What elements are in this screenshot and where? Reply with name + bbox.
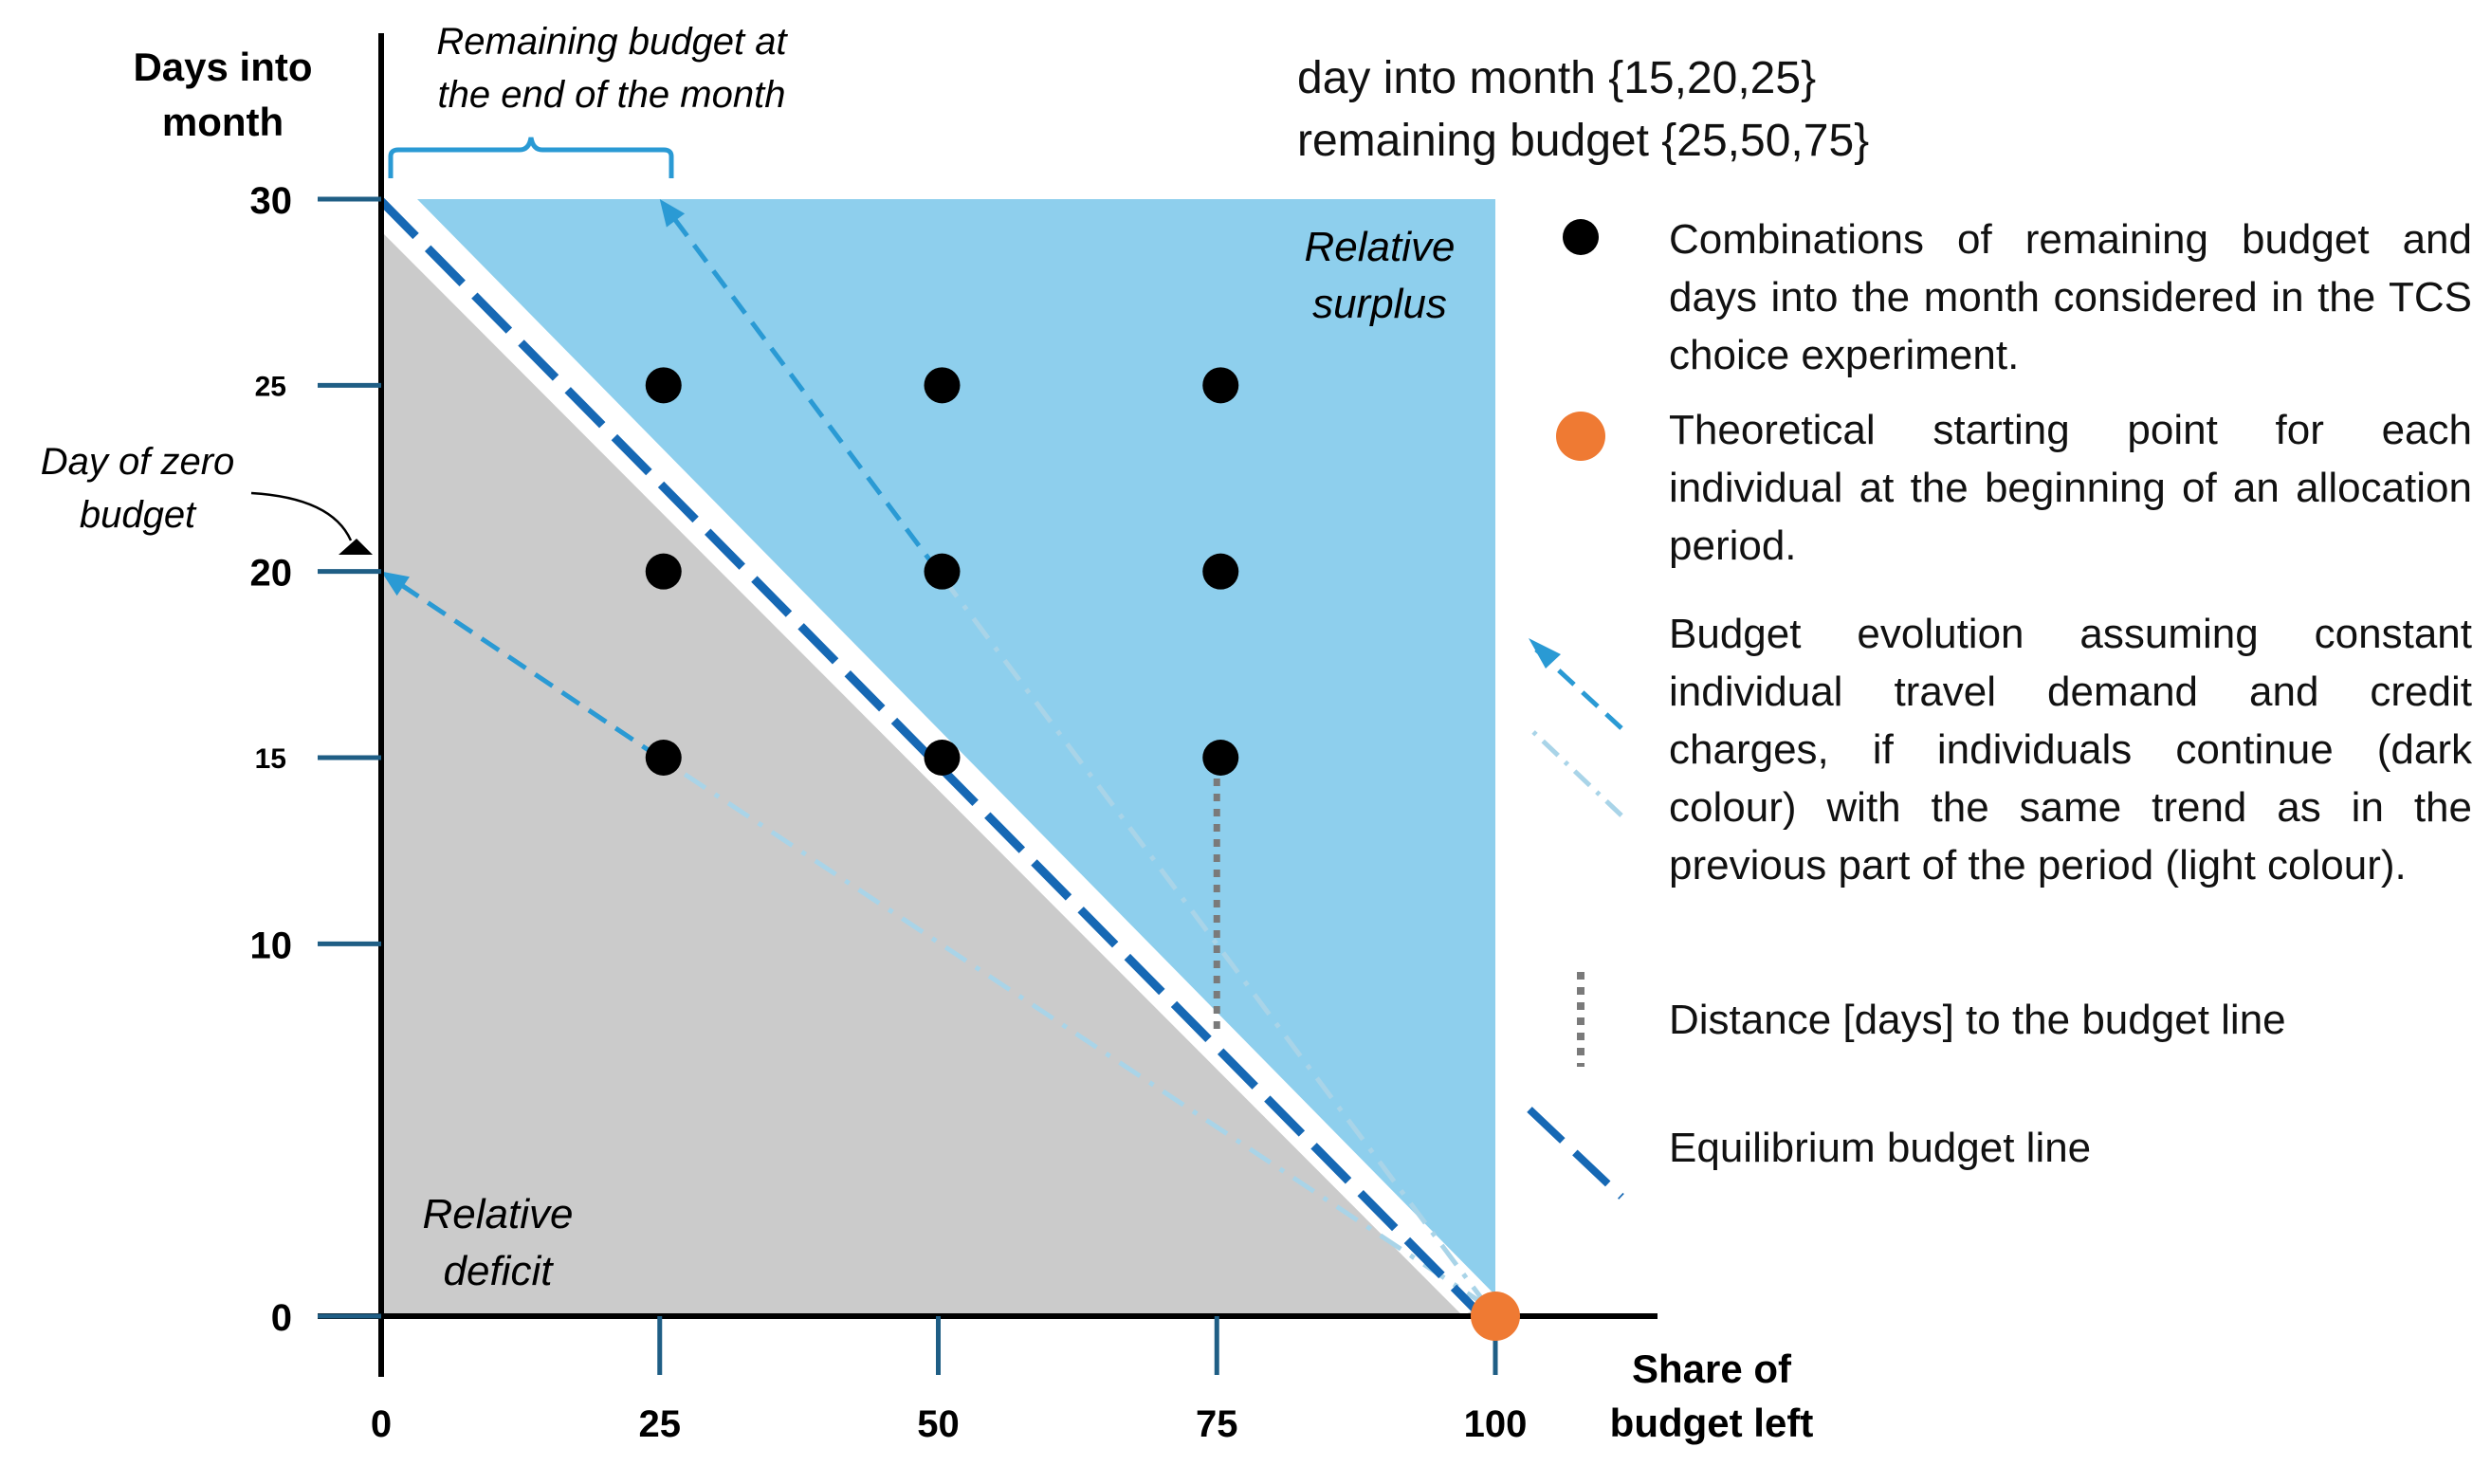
y-tick-label: 25 — [255, 371, 286, 402]
x-tick-label: 0 — [371, 1403, 392, 1445]
combination-point — [645, 740, 682, 776]
surplus-label-line1: Relative — [1305, 224, 1456, 270]
remaining-budget-label-line2: the end of the month — [438, 74, 786, 116]
legend-combination-symbol — [1563, 219, 1599, 255]
y-tick-label: 0 — [271, 1297, 292, 1339]
starting-point — [1471, 1292, 1520, 1341]
zero-day-pointer-arrowhead — [339, 539, 373, 555]
y-tick-label: 20 — [250, 553, 293, 595]
legend-equilibrium-text: Equilibrium budget line — [1669, 1125, 2092, 1171]
combination-points — [645, 367, 1239, 776]
legend-equilibrium-symbol — [1527, 1107, 1624, 1200]
legend-starting-point-symbol — [1556, 412, 1605, 461]
zero-day-label-line1: Day of zero — [41, 441, 235, 483]
combination-point — [645, 367, 682, 404]
y-axis-title-line1: Days into — [133, 45, 312, 89]
x-tick-label: 75 — [1196, 1403, 1238, 1445]
deficit-label-line2: deficit — [444, 1248, 555, 1294]
design-levels-budget: remaining budget {25,50,75} — [1297, 116, 1870, 166]
remaining-budget-label-line1: Remaining budget at — [436, 21, 788, 63]
combination-point — [1202, 367, 1239, 404]
zero-day-pointer-curve — [250, 491, 353, 541]
zero-day-label-line2: budget — [80, 494, 197, 536]
trend-arrowhead-upper — [659, 199, 686, 228]
surplus-label-line2: surplus — [1312, 281, 1447, 327]
combination-point — [1202, 553, 1239, 590]
x-tick-label: 100 — [1464, 1403, 1528, 1445]
legend-trend-symbol — [1529, 638, 1623, 817]
y-axis-ticks: 0 10 15 20 25 30 — [250, 180, 381, 1339]
x-axis-title-line1: Share of — [1632, 1347, 1792, 1391]
x-axis-ticks: 0 25 50 75 100 — [371, 1316, 1528, 1445]
legend-distance-text: Distance [days] to the budget line — [1669, 997, 2286, 1043]
legend-combination-text: Combinations of remaining budget and day… — [1669, 216, 2472, 378]
combination-point — [924, 367, 961, 404]
combination-point — [924, 740, 961, 776]
x-tick-label: 50 — [917, 1403, 960, 1445]
trend-line-dark-lower — [391, 577, 662, 760]
deficit-label-line1: Relative — [423, 1191, 574, 1237]
y-tick-label: 15 — [255, 743, 286, 775]
design-levels-day: day into month {15,20,25} — [1297, 53, 1817, 103]
combination-point — [1202, 740, 1239, 776]
trend-line-light-lower — [658, 755, 1490, 1310]
x-tick-label: 25 — [639, 1403, 682, 1445]
y-tick-label: 30 — [250, 180, 293, 222]
y-axis-title-line2: month — [162, 100, 284, 144]
trend-line-dark-upper — [666, 208, 941, 574]
trend-arrowhead-lower — [381, 571, 410, 596]
combination-point — [924, 553, 961, 590]
y-tick-label: 10 — [250, 925, 293, 966]
remaining-budget-brace — [388, 137, 674, 178]
legend-starting-point-text: Theoretical starting point for each indi… — [1669, 407, 2472, 569]
legend-trend-text: Budget evolution assuming constant indiv… — [1669, 611, 2472, 889]
x-axis-title-line2: budget left — [1610, 1401, 1814, 1445]
combination-point — [645, 553, 682, 590]
